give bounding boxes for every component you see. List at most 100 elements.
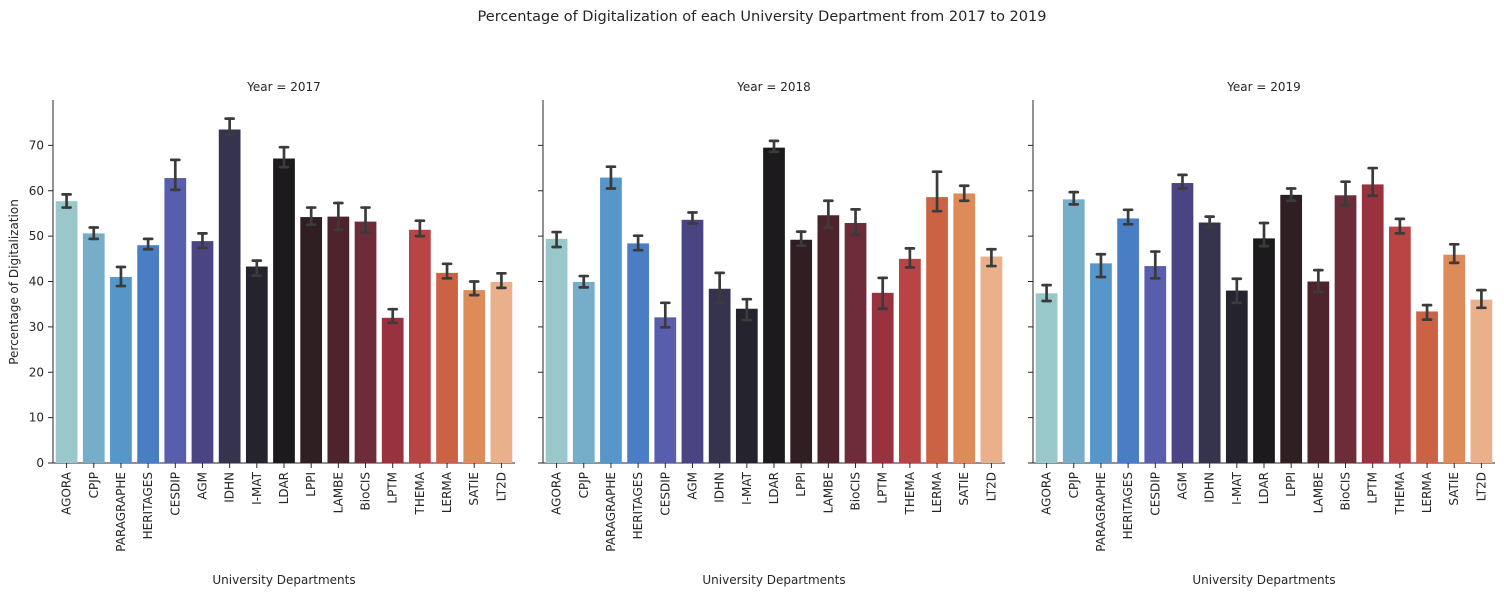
x-axis-label: University Departments xyxy=(1192,573,1335,587)
panel-title: Year = 2019 xyxy=(1226,80,1301,94)
bar-i-mat xyxy=(735,308,758,463)
x-tick-label: LDAR xyxy=(277,472,291,504)
x-tick-label: BioCIS xyxy=(1339,472,1353,510)
bar-lptm xyxy=(381,317,404,463)
y-tick-label: 40 xyxy=(29,275,44,289)
bar-lt2d xyxy=(490,281,513,463)
x-tick-label: AGM xyxy=(195,472,209,500)
bar-lppi xyxy=(790,239,813,463)
x-tick-label: LPPI xyxy=(794,472,808,497)
x-tick-label: AGORA xyxy=(1040,471,1054,515)
bar-agm xyxy=(681,219,704,463)
chart-panels: Year = 2017 0 10 20 30 40 50 60 70 AGORA CPJP PARAG… xyxy=(29,80,1495,587)
bar-lptm xyxy=(871,292,894,463)
bar-cpjp xyxy=(1062,199,1085,463)
bar-paragraphe xyxy=(110,276,132,463)
bar-cesdip xyxy=(654,317,677,463)
bar-lambe xyxy=(817,215,840,463)
x-tick-label: I-MAT xyxy=(1230,471,1244,505)
bar-lerma xyxy=(1416,311,1438,463)
x-tick-label: CESDIP xyxy=(168,472,182,516)
x-tick-label: LERMA xyxy=(930,471,944,513)
x-tick-label: SATIE xyxy=(1447,472,1461,506)
y-tick-label: 50 xyxy=(29,229,44,243)
bar-thema xyxy=(409,229,431,463)
x-tick-label: CPJP xyxy=(1067,472,1081,498)
x-tick-label: CPJP xyxy=(87,472,101,498)
x-tick-label: CESDIP xyxy=(1148,472,1162,516)
bar-satie xyxy=(1443,254,1466,463)
x-tick-label: LAMBE xyxy=(331,472,345,513)
x-tick-label: SATIE xyxy=(957,472,971,506)
x-tick-label: PARAGRAPHE xyxy=(1094,472,1108,552)
x-tick-label: LAMBE xyxy=(1311,472,1325,513)
y-tick-label: 60 xyxy=(29,184,44,198)
x-axis-label: University Departments xyxy=(702,573,845,587)
bar-i-mat xyxy=(245,266,268,463)
panel-title: Year = 2018 xyxy=(736,80,811,94)
bar-lppi xyxy=(300,217,323,463)
x-tick-label: THEMA xyxy=(413,471,427,515)
bar-idhn xyxy=(218,129,241,463)
bar-paragraphe xyxy=(1090,263,1112,463)
bar-heritages xyxy=(137,245,159,463)
x-tick-label: LT2D xyxy=(984,472,998,501)
x-tick-label: LPTM xyxy=(876,472,890,504)
bar-thema xyxy=(899,258,921,463)
bar-cesdip xyxy=(1144,266,1167,463)
x-axis-label: University Departments xyxy=(212,573,355,587)
bar-heritages xyxy=(627,243,649,463)
x-tick-label: HERITAGES xyxy=(141,472,155,539)
x-tick-label: PARAGRAPHE xyxy=(114,472,128,552)
bar-thema xyxy=(1389,226,1411,463)
x-tick-label: LPPI xyxy=(1284,472,1298,497)
x-tick-label: LT2D xyxy=(1474,472,1488,501)
x-tick-label: CPJP xyxy=(577,472,591,498)
bar-lt2d xyxy=(1470,299,1493,463)
x-tick-label: BioCIS xyxy=(359,472,373,510)
bar-idhn xyxy=(708,288,731,463)
x-tick-label: IDHN xyxy=(713,472,727,503)
x-tick-label: LERMA xyxy=(1420,471,1434,513)
bar-cpjp xyxy=(82,233,105,463)
bar-lt2d xyxy=(980,256,1003,463)
panel-1: Year = 2017 0 10 20 30 40 50 60 70 AGORA CPJP PARAG… xyxy=(29,80,515,587)
x-tick-label: LAMBE xyxy=(821,472,835,513)
y-tick-label: 20 xyxy=(29,365,44,379)
x-tick-label: THEMA xyxy=(903,471,917,515)
bar-ldar xyxy=(1253,238,1275,463)
x-tick-label: LPTM xyxy=(1366,472,1380,504)
bar-agora xyxy=(545,238,568,463)
x-tick-label: AGORA xyxy=(60,471,74,515)
bar-biocis xyxy=(844,222,867,463)
y-tick-label: 0 xyxy=(36,456,44,470)
bar-biocis xyxy=(354,221,377,463)
bar-lppi xyxy=(1280,194,1303,464)
x-tick-label: AGM xyxy=(1175,472,1189,500)
bar-satie xyxy=(463,290,486,463)
bar-lerma xyxy=(436,272,458,463)
x-tick-label: LDAR xyxy=(767,472,781,504)
x-tick-label: AGORA xyxy=(550,471,564,515)
x-tick-label: I-MAT xyxy=(740,471,754,505)
x-tick-label: AGM xyxy=(685,472,699,500)
bar-agora xyxy=(55,201,78,463)
bar-i-mat xyxy=(1225,290,1248,463)
bar-cpjp xyxy=(572,281,595,463)
bar-agora xyxy=(1035,293,1058,463)
bar-heritages xyxy=(1117,218,1139,463)
bar-lambe xyxy=(327,216,350,463)
x-tick-label: THEMA xyxy=(1393,471,1407,515)
x-tick-label: IDHN xyxy=(1203,472,1217,503)
x-tick-label: LDAR xyxy=(1257,472,1271,504)
y-axis-label: Percentage of Digitalization xyxy=(7,199,21,365)
x-tick-label: IDHN xyxy=(223,472,237,503)
bar-agm xyxy=(191,241,214,463)
x-tick-label: HERITAGES xyxy=(1121,472,1135,539)
x-tick-label: SATIE xyxy=(467,472,481,506)
x-tick-label: LERMA xyxy=(440,471,454,513)
bar-idhn xyxy=(1198,222,1221,463)
panel-2: Year = 2018 AGORA CPJP PARAGRAPHE HERITAGES C… xyxy=(538,80,1005,587)
bar-cesdip xyxy=(164,178,187,464)
